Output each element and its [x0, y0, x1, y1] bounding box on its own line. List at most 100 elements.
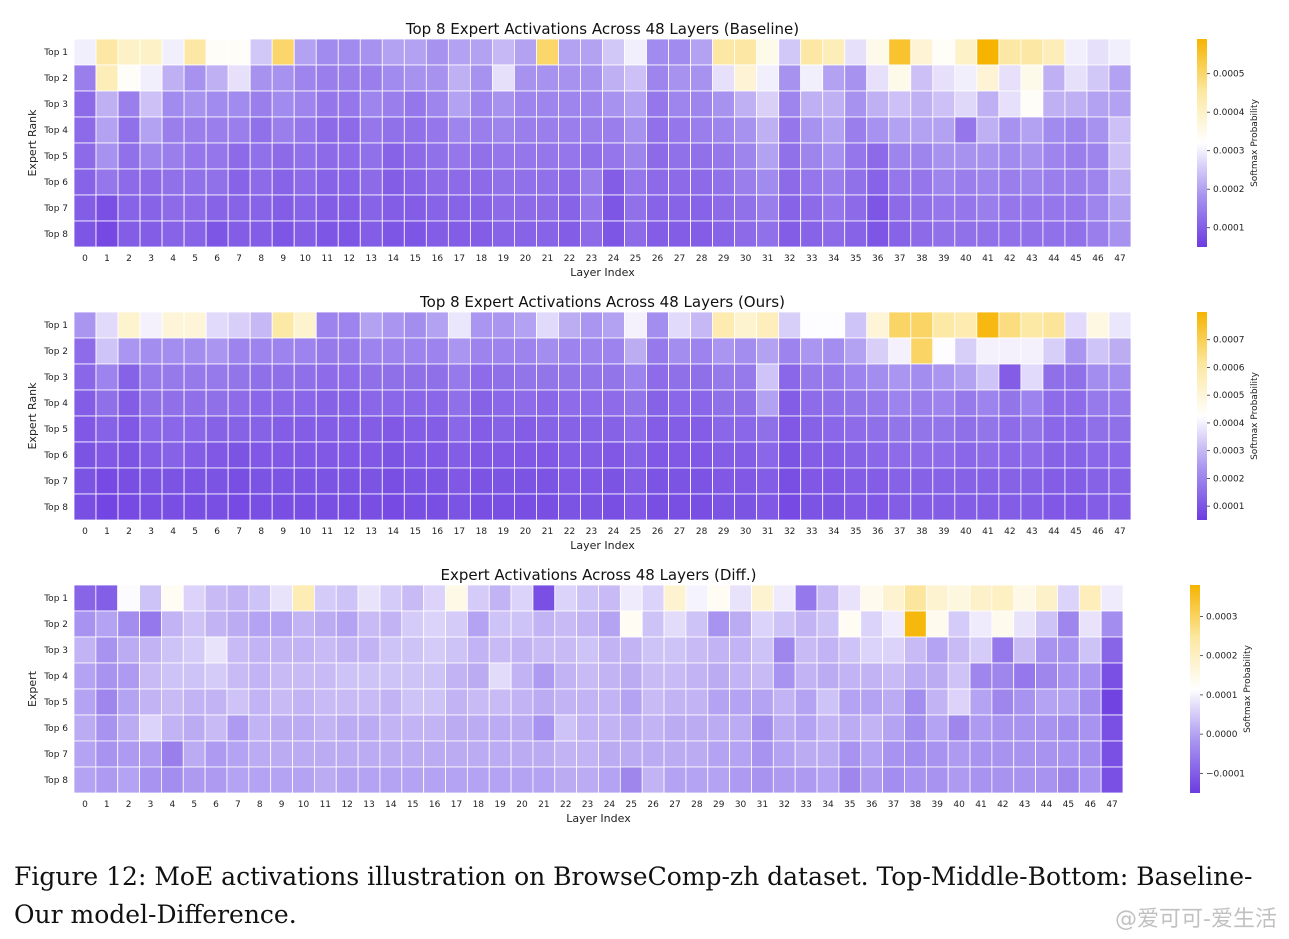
heatmap-cell: [315, 38, 339, 66]
heatmap-cell: [844, 90, 868, 118]
x-tick-label: 32: [779, 800, 790, 810]
colorbar-tick-label: 0.0007: [1213, 336, 1245, 346]
heatmap-cell: [822, 493, 846, 521]
heatmap-cell: [690, 441, 714, 469]
heatmap-cell: [466, 610, 490, 638]
heatmap-cell: [668, 337, 691, 365]
heatmap-cell: [772, 740, 796, 768]
heatmap-cell: [844, 64, 868, 92]
heatmap-cell: [469, 389, 493, 417]
heatmap-cell: [619, 662, 643, 690]
watermark-text: @爱可可-爱生活: [1115, 907, 1277, 932]
heatmap-cell: [1108, 220, 1132, 248]
heatmap-cell: [794, 714, 818, 742]
heatmap-cell: [712, 467, 736, 495]
heatmap-cell: [227, 493, 251, 521]
heatmap-cell: [712, 90, 736, 118]
heatmap-cell: [576, 636, 599, 664]
heatmap-cell: [379, 662, 403, 690]
heatmap-cell: [313, 584, 337, 612]
x-tick-label: 25: [626, 800, 637, 810]
heatmap-cell: [466, 584, 490, 612]
heatmap-cell: [205, 337, 229, 365]
heatmap-cell: [95, 688, 119, 716]
x-tick-label: 21: [542, 254, 553, 264]
heatmap-cell: [751, 766, 774, 794]
heatmap-cell: [1064, 142, 1088, 170]
heatmap-cell: [379, 714, 403, 742]
x-tick-label: 46: [1092, 254, 1104, 264]
heatmap-cell: [292, 740, 315, 768]
heatmap-cell: [182, 714, 206, 742]
heatmap-cell: [532, 610, 556, 638]
heatmap-cell: [491, 168, 515, 196]
heatmap-cell: [800, 142, 824, 170]
heatmap-cell: [554, 688, 578, 716]
heatmap-cell: [554, 662, 578, 690]
x-tick-label: 5: [192, 254, 198, 264]
heatmap-cell: [491, 467, 515, 495]
heatmap-cell: [624, 90, 647, 118]
heatmap-cell: [488, 740, 512, 768]
heatmap-cell: [73, 688, 97, 716]
x-tick-label: 45: [1070, 527, 1081, 537]
heatmap-cell: [794, 636, 818, 664]
heatmap-cell: [954, 194, 978, 222]
heatmap-cell: [794, 688, 818, 716]
heatmap-cell: [772, 714, 796, 742]
heatmap-cell: [888, 389, 912, 417]
x-tick-label: 28: [696, 254, 708, 264]
heatmap-cell: [249, 311, 273, 339]
heatmap-cell: [1057, 662, 1080, 690]
heatmap-cell: [337, 441, 361, 469]
heatmap-cell: [1020, 389, 1044, 417]
heatmap-cell: [425, 194, 449, 222]
heatmap-cell: [888, 64, 912, 92]
heatmap-cell: [249, 415, 273, 443]
heatmap-cell: [447, 363, 471, 391]
heatmap-cell: [598, 740, 621, 768]
heatmap-cell: [205, 90, 229, 118]
heatmap-cell: [271, 337, 295, 365]
heatmap-cell: [1100, 636, 1124, 664]
heatmap-cell: [646, 90, 669, 118]
heatmap-cell: [602, 415, 625, 443]
heatmap-cell: [685, 740, 709, 768]
heatmap-cell: [73, 389, 97, 417]
x-tick-label: 23: [586, 527, 597, 537]
heatmap-cell: [403, 441, 427, 469]
heatmap-cell: [751, 662, 774, 690]
heatmap-cell: [469, 337, 493, 365]
heatmap-cell: [816, 688, 840, 716]
heatmap-cell: [947, 610, 971, 638]
heatmap-cell: [161, 766, 184, 794]
heatmap-cell: [227, 311, 251, 339]
heatmap-cell: [447, 311, 471, 339]
heatmap-cell: [514, 116, 537, 144]
heatmap-cell: [558, 311, 581, 339]
heatmap-cell: [690, 90, 714, 118]
heatmap-cell: [734, 389, 758, 417]
heatmap-cell: [756, 311, 780, 339]
heatmap-cell: [1086, 38, 1110, 66]
y-tick-label: Top 8: [43, 503, 68, 513]
heatmap-cell: [729, 662, 752, 690]
heatmap-cell: [860, 714, 884, 742]
heatmap-cell: [844, 220, 868, 248]
heatmap-cell: [536, 311, 559, 339]
heatmap-cell: [95, 142, 119, 170]
heatmap-cell: [425, 363, 449, 391]
heatmap-cell: [227, 467, 251, 495]
heatmap-cell: [778, 493, 802, 521]
heatmap-cell: [271, 168, 295, 196]
heatmap-cell: [624, 337, 647, 365]
heatmap-cell: [998, 64, 1022, 92]
heatmap-cell: [838, 636, 862, 664]
heatmap-cell: [536, 337, 559, 365]
heatmap-cell: [1042, 142, 1066, 170]
heatmap-cell: [249, 116, 273, 144]
heatmap-cell: [668, 493, 691, 521]
x-tick-label: 8: [258, 527, 264, 537]
heatmap-cell: [313, 662, 337, 690]
heatmap-cell: [292, 610, 315, 638]
